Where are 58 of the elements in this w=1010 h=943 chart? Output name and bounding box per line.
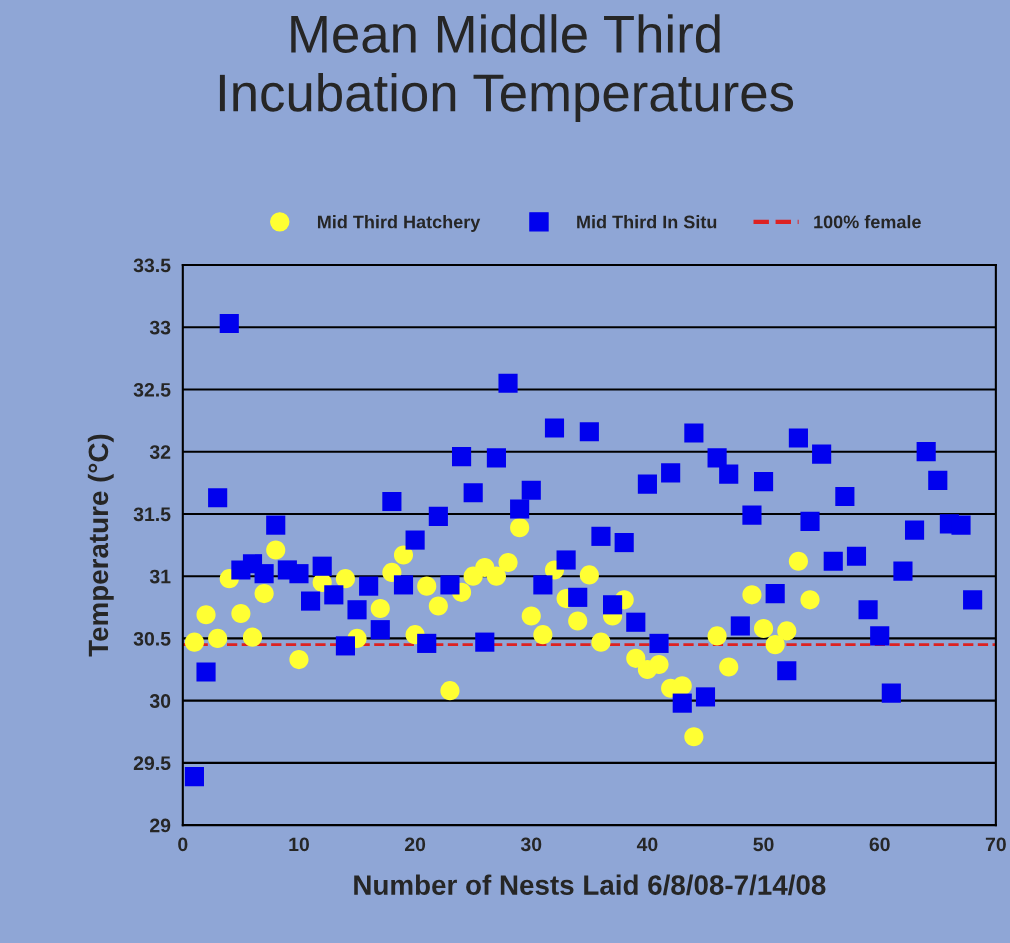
- x-axis-title: Number of Nests Laid 6/8/08-7/14/08: [354, 874, 826, 896]
- point: [510, 518, 530, 538]
- y-tick-label: 33: [149, 320, 171, 335]
- point: [289, 650, 309, 670]
- point: [719, 657, 739, 677]
- y-tick-label: 29.5: [133, 756, 171, 771]
- point: [335, 569, 355, 589]
- legend-label: Mid Third Hatchery: [317, 215, 481, 232]
- legend-label: 100% female: [814, 215, 921, 229]
- point: [196, 605, 216, 625]
- point: [184, 632, 204, 652]
- point: [626, 648, 646, 668]
- x-tick-label: 20: [404, 837, 426, 852]
- point: [707, 626, 727, 646]
- x-tick-label: 50: [753, 837, 774, 852]
- point: [800, 590, 820, 610]
- y-tick-label: 31.5: [133, 507, 171, 522]
- point: [521, 606, 541, 626]
- point: [684, 727, 704, 747]
- x-tick-label: 70: [985, 837, 1006, 852]
- point: [254, 584, 274, 604]
- point: [533, 625, 553, 645]
- point: [231, 603, 251, 624]
- y-axis-title: Temperature (°C): [87, 434, 114, 657]
- point: [393, 545, 414, 565]
- y-tick-label: 32: [149, 445, 171, 459]
- point: [788, 551, 808, 571]
- point: [370, 598, 390, 619]
- y-tick-label: 31: [149, 569, 171, 584]
- x-tick-label: 10: [289, 837, 309, 852]
- x-tick-label: 60: [869, 837, 890, 852]
- legend-label: Mid Third In Situ: [577, 215, 717, 229]
- y-tick-label: 30: [149, 694, 171, 708]
- point: [242, 627, 263, 647]
- point: [440, 681, 460, 701]
- point: [266, 540, 286, 560]
- point: [498, 552, 518, 573]
- point: [753, 618, 774, 639]
- point: [417, 576, 437, 596]
- y-tick-label: 32.5: [133, 382, 171, 397]
- point: [428, 596, 448, 616]
- chart-title: Mean Middle Third Incubation Temperatures: [219, 14, 794, 123]
- point: [765, 635, 785, 655]
- point: [579, 565, 599, 585]
- y-tick-label: 33.5: [133, 258, 171, 273]
- point: [742, 585, 762, 605]
- y-tick-label: 29: [150, 818, 171, 833]
- point: [486, 566, 506, 586]
- y-tick-label: 30.5: [133, 631, 171, 646]
- point: [208, 628, 228, 648]
- x-tick-label: 40: [636, 837, 658, 852]
- x-tick-label: 0: [178, 837, 188, 852]
- point: [672, 676, 692, 696]
- point: [591, 632, 611, 652]
- point: [649, 654, 669, 675]
- x-tick-label: 30: [520, 837, 542, 852]
- point: [777, 621, 797, 641]
- point: [568, 611, 588, 631]
